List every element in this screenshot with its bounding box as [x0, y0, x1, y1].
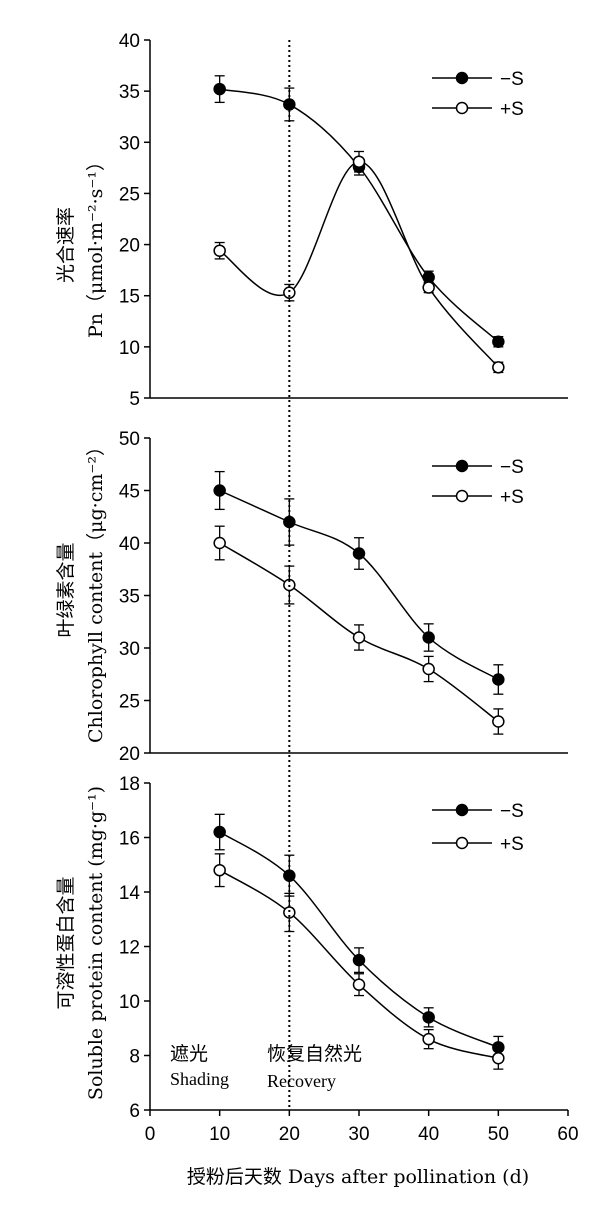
ylabel-en-1: Pn（μmol·m⁻²·s⁻¹）	[85, 152, 107, 338]
y-tick-label: 50	[119, 429, 140, 450]
ylabel-panel-2: 叶绿素含量 Chlorophyll content（μg·cm⁻²）	[55, 437, 107, 743]
y-tick-label: 35	[119, 82, 140, 103]
panel-photosynthesis: 5 10 15 20 25 30 35 40 −S +S	[119, 31, 568, 410]
legend-marker	[455, 101, 469, 115]
y-tick-label: 18	[119, 774, 140, 795]
y-tick-label: 40	[119, 534, 140, 555]
data-point	[352, 953, 366, 967]
legend-marker	[455, 489, 469, 503]
x-tick-label: 40	[418, 1124, 439, 1145]
data-point	[283, 98, 296, 111]
y-tick-label: 45	[119, 482, 140, 503]
annotation-recovery-cn: 恢复自然光	[267, 1043, 362, 1065]
y-tick-label: 25	[119, 184, 140, 205]
y-tick-label: 25	[119, 692, 140, 713]
annotation-shading-cn: 遮光	[170, 1043, 208, 1065]
ylabel-cn-2: 叶绿素含量	[55, 542, 77, 637]
y-tick-label: 14	[119, 883, 141, 904]
data-point	[213, 82, 226, 96]
annotation-recovery-en: Recovery	[267, 1071, 336, 1091]
legend-label: −S	[500, 801, 524, 822]
series-line	[219, 160, 499, 368]
y-tick-label: 10	[119, 992, 140, 1013]
data-point	[492, 361, 505, 374]
x-tick-label: 0	[145, 1124, 156, 1145]
y-tick-label: 35	[119, 587, 140, 608]
y-tick-label: 5	[129, 389, 140, 410]
ylabel-panel-1: 光合速率 Pn（μmol·m⁻²·s⁻¹）	[55, 152, 107, 338]
data-point	[283, 286, 296, 299]
data-point	[422, 631, 435, 644]
x-tick-label: 30	[348, 1124, 369, 1145]
series-line	[219, 88, 499, 343]
x-tick-label: 50	[488, 1124, 509, 1145]
y-tick-label: 8	[129, 1047, 140, 1068]
y-tick-label: 20	[119, 744, 140, 765]
data-point	[422, 662, 435, 676]
data-point	[213, 484, 226, 497]
y-tick-label: 40	[119, 31, 140, 52]
data-point	[352, 631, 366, 644]
data-point	[352, 978, 366, 991]
series-line	[219, 831, 499, 1049]
y-tick-label: 30	[119, 133, 140, 154]
y-tick-label: 6	[129, 1101, 140, 1122]
ylabel-cn-1: 光合速率	[55, 207, 77, 283]
legend-marker	[455, 71, 469, 85]
y-tick-label: 16	[119, 829, 140, 850]
panel-soluble-protein: 6 8 10 12 14 16 18 0 10 20 30 40 50 60 −S +S	[119, 774, 579, 1145]
y-tick-label: 15	[119, 287, 140, 308]
ylabel-en-2: Chlorophyll content（μg·cm⁻²）	[85, 437, 107, 743]
data-point	[492, 1051, 505, 1065]
annotation-shading-en: Shading	[170, 1069, 229, 1089]
x-tick-label: 60	[557, 1124, 578, 1145]
data-point	[213, 244, 226, 257]
data-point	[422, 1011, 435, 1024]
legend-marker	[455, 459, 469, 473]
x-tick-label: 10	[209, 1124, 230, 1145]
legend-label: −S	[500, 69, 524, 90]
data-point	[352, 547, 366, 560]
x-tick-label: 20	[279, 1124, 300, 1145]
legend-label: −S	[500, 457, 524, 478]
data-point	[492, 335, 505, 348]
y-tick-label: 30	[119, 639, 140, 660]
series-line	[219, 489, 499, 681]
data-point	[492, 715, 505, 728]
data-point	[352, 155, 366, 168]
data-point	[213, 536, 226, 550]
ylabel-cn-3: 可溶性蛋白含量	[55, 876, 77, 1009]
legend-label: +S	[500, 99, 524, 120]
y-tick-label: 12	[119, 938, 140, 959]
legend-marker	[455, 803, 469, 817]
data-point	[213, 825, 226, 839]
legend-marker	[455, 836, 469, 850]
panel-chlorophyll: 20 25 30 35 40 45 50 −S +S	[119, 429, 568, 765]
y-tick-label: 20	[119, 236, 140, 257]
x-axis-label: 授粉后天数 Days after pollination (d)	[187, 1166, 529, 1188]
legend-label: +S	[500, 834, 524, 855]
data-point	[422, 281, 435, 294]
ylabel-panel-3: 可溶性蛋白含量 Soluble protein content (mg·g⁻¹)	[55, 786, 107, 1100]
ylabel-en-3: Soluble protein content (mg·g⁻¹)	[85, 786, 107, 1100]
data-point	[492, 673, 505, 686]
y-tick-label: 10	[119, 338, 140, 359]
data-point	[213, 863, 226, 877]
legend-label: +S	[500, 487, 524, 508]
data-point	[422, 1032, 435, 1046]
